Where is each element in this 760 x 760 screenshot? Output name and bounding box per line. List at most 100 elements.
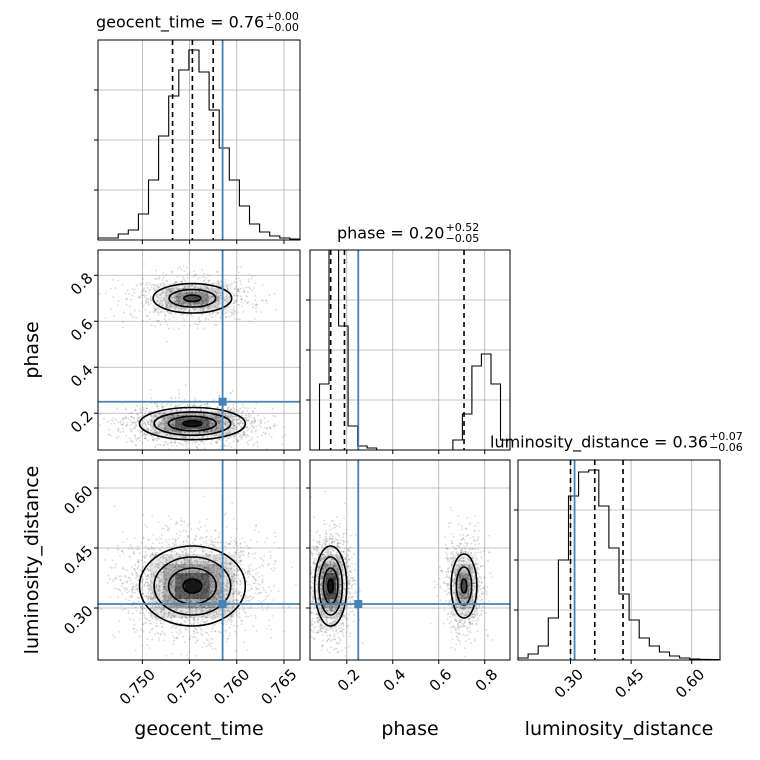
sample-point [141, 605, 144, 608]
sample-point [133, 537, 136, 540]
sample-point [161, 407, 163, 409]
sample-point [204, 592, 207, 595]
sample-point [212, 580, 215, 583]
sample-point [133, 553, 136, 555]
sample-point [157, 589, 160, 592]
sample-point [195, 574, 198, 577]
sample-point [248, 567, 251, 570]
sample-point [125, 303, 128, 306]
sample-point [230, 615, 232, 618]
sample-point [205, 645, 208, 647]
sample-point [111, 420, 114, 422]
sample-point [261, 564, 263, 566]
sample-point [115, 576, 117, 579]
sample-point [232, 518, 235, 520]
sample-point [132, 591, 135, 594]
sample-point [183, 436, 186, 439]
sample-point [215, 547, 218, 549]
sample-point [165, 578, 168, 581]
sample-point [199, 310, 202, 312]
sample-point [205, 418, 208, 421]
sample-point [218, 300, 221, 303]
sample-point [119, 555, 121, 557]
sample-point [166, 304, 168, 307]
sample-point [191, 428, 194, 431]
sample-point [194, 572, 197, 575]
sample-point [118, 588, 121, 591]
sample-point [179, 591, 182, 593]
sample-point [217, 567, 219, 570]
sample-point [218, 591, 221, 594]
sample-point [179, 586, 182, 589]
sample-point [226, 589, 229, 591]
sample-point [138, 296, 141, 299]
sample-point [160, 422, 163, 424]
sample-point [193, 403, 196, 406]
sample-point [188, 605, 191, 608]
panel-luminosity-distance-vs-geocent-time [94, 459, 301, 664]
sample-point [208, 425, 211, 427]
sample-point [242, 410, 245, 412]
sample-point [270, 435, 273, 438]
sample-point [218, 427, 221, 430]
sample-point [218, 438, 220, 440]
sample-point [163, 582, 166, 585]
sample-point [138, 635, 141, 638]
sample-point [194, 435, 196, 438]
sample-point [186, 404, 189, 406]
sample-point [176, 551, 178, 554]
sample-point [199, 608, 202, 610]
sample-point [91, 411, 93, 413]
sample-point [186, 418, 188, 420]
sample-point [175, 608, 178, 610]
sample-point [207, 591, 210, 594]
sample-point [137, 548, 140, 551]
sample-point [161, 291, 164, 293]
sample-point [133, 623, 136, 626]
sample-point [195, 628, 198, 631]
sample-point [225, 439, 228, 442]
sample-point [236, 574, 238, 577]
sample-point [167, 294, 170, 296]
sample-point [231, 609, 234, 611]
sample-point [195, 573, 198, 576]
sample-point [230, 426, 232, 429]
sample-point [215, 575, 218, 578]
sample-point [138, 310, 141, 312]
sample-point [146, 297, 149, 300]
sample-point [202, 541, 205, 543]
sample-point [225, 315, 228, 318]
sample-point [182, 287, 185, 290]
sample-point [161, 527, 163, 530]
sample-point [204, 616, 207, 619]
sample-point [184, 593, 186, 596]
sample-point [203, 641, 205, 644]
sample-point [220, 427, 223, 430]
sample-point [214, 429, 216, 431]
sample-point [186, 525, 189, 528]
sample-point [233, 591, 236, 594]
sample-point [266, 302, 268, 305]
sample-point [114, 287, 117, 290]
sample-point [200, 629, 203, 631]
sample-point [158, 577, 161, 580]
sample-point [187, 626, 190, 629]
sample-point [186, 291, 188, 294]
sample-point [170, 596, 173, 599]
sample-point [218, 282, 220, 284]
sample-point [147, 428, 150, 430]
sample-point [205, 639, 208, 641]
sample-point [164, 294, 167, 297]
sample-point [225, 562, 228, 565]
sample-point [188, 608, 191, 611]
sample-point [185, 577, 188, 580]
sample-point [199, 574, 202, 577]
sample-point [224, 629, 227, 632]
sample-point [215, 416, 218, 418]
sample-point [175, 295, 178, 297]
sample-point [164, 300, 167, 302]
sample-point [192, 570, 195, 573]
sample-point [141, 408, 144, 411]
sample-point [170, 417, 173, 420]
sample-point [218, 584, 221, 587]
